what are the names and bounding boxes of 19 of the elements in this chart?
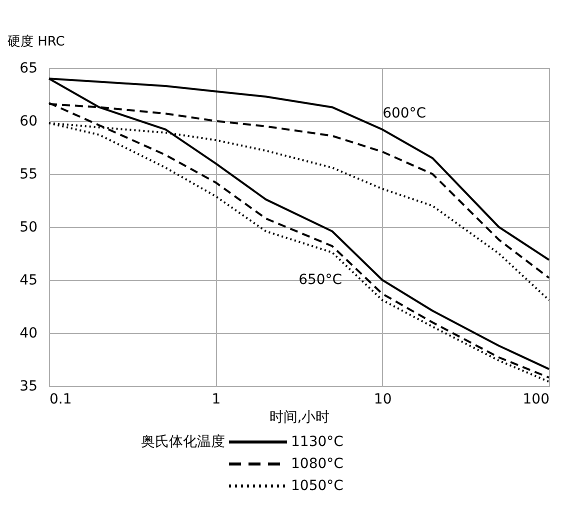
annotation: 600°C (382, 105, 426, 122)
y-tick-label: 35 (20, 378, 38, 394)
legend-label: 1130°C (291, 434, 344, 450)
y-tick-label: 40 (20, 326, 38, 342)
x-tick-label: 10 (374, 392, 392, 408)
annotation: 650°C (298, 272, 342, 288)
x-tick-label: 1 (212, 392, 221, 408)
legend-label: 1050°C (291, 478, 344, 494)
x-tick-label: 0.1 (50, 392, 72, 408)
y-tick-label: 45 (20, 272, 38, 288)
x-axis-title: 时间,小时 (269, 410, 330, 426)
y-tick-label: 65 (20, 60, 38, 76)
x-tick-label: 100 (522, 392, 550, 408)
y-tick-label: 50 (20, 220, 38, 236)
y-tick-label: 60 (20, 114, 38, 130)
legend-label: 1080°C (291, 456, 344, 472)
y-axis-title: 硬度 HRC (8, 34, 65, 50)
y-tick-label: 55 (20, 166, 38, 182)
legend-title: 奥氏体化温度 (141, 434, 225, 450)
